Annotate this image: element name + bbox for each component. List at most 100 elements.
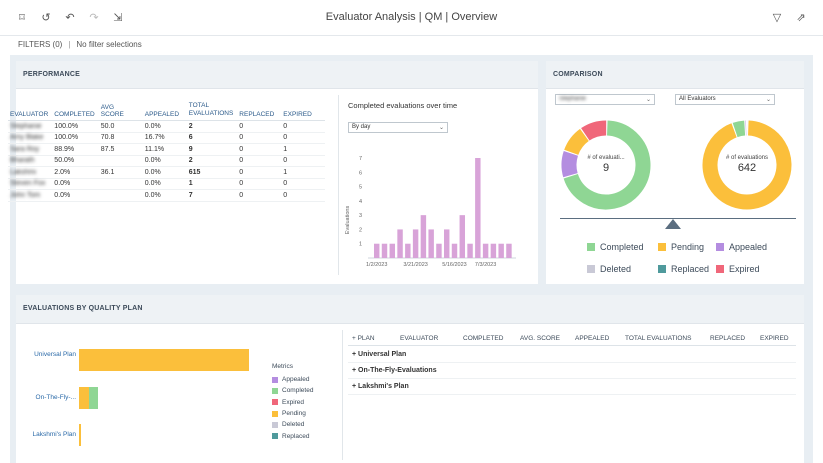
metric-legend-item[interactable]: Completed	[272, 385, 313, 396]
plan-bar-completed[interactable]	[89, 387, 98, 409]
cell-appealed: 11.1%	[142, 143, 187, 156]
donut-slice-completed[interactable]	[732, 120, 746, 138]
cell-avg-score: 36.1	[98, 166, 143, 179]
right-evaluator-select[interactable]: All Evaluators ⌄	[675, 94, 775, 105]
legend-item-expired[interactable]: Expired	[716, 264, 760, 274]
plan-col-appealed[interactable]: APPEALED	[575, 335, 610, 342]
col-evaluator[interactable]: EVALUATOR	[8, 102, 53, 121]
time-bar[interactable]	[444, 229, 450, 258]
time-bar[interactable]	[374, 243, 380, 258]
time-bar[interactable]	[420, 215, 427, 258]
performance-title: PERFORMANCE	[23, 71, 81, 78]
donut-slice-appealed[interactable]	[561, 151, 579, 178]
metric-swatch	[272, 410, 278, 417]
plan-col-avg-score[interactable]: AVG. SCORE	[520, 335, 560, 342]
time-bar[interactable]	[498, 243, 504, 258]
cell-avg-score	[98, 189, 143, 202]
time-bar[interactable]	[428, 229, 434, 258]
metric-legend-item[interactable]: Deleted	[272, 419, 313, 430]
time-bar[interactable]	[381, 243, 388, 258]
time-bar[interactable]	[482, 243, 489, 258]
chevron-down-icon: ⌄	[438, 125, 444, 131]
cell-replaced: 0	[237, 189, 282, 202]
time-bar[interactable]	[451, 243, 458, 258]
time-bar[interactable]	[490, 243, 497, 258]
plan-col-replaced[interactable]: REPLACED	[710, 335, 746, 342]
cell-evaluator[interactable]: Steven Fox	[8, 178, 53, 190]
legend-label: Deleted	[600, 264, 632, 274]
toolbar-left: ⌑ ↺ ↶ ↷ ⇲	[16, 12, 124, 24]
plan-bar-pending[interactable]	[79, 387, 90, 409]
metric-legend-item[interactable]: Replaced	[272, 430, 313, 441]
col-appealed[interactable]: APPEALED	[142, 102, 187, 121]
plan-col-evaluator[interactable]: EVALUATOR	[400, 335, 439, 342]
redo-icon[interactable]: ↷	[89, 11, 99, 24]
col-completed[interactable]: COMPLETED	[52, 102, 99, 121]
time-bar[interactable]	[475, 158, 481, 258]
time-bar[interactable]	[459, 215, 465, 258]
export-icon[interactable]: ⇲	[113, 11, 123, 24]
history-icon[interactable]: ↺	[41, 11, 51, 24]
metric-legend-item[interactable]: Appealed	[272, 374, 313, 385]
plan-row-on-the-fly[interactable]: + On-The-Fly-Evaluations	[348, 363, 796, 379]
legend-item-replaced[interactable]: Replaced	[658, 264, 709, 274]
filters-label[interactable]: FILTERS (0)	[18, 40, 63, 49]
bookmark-icon[interactable]: ⌑	[19, 11, 25, 24]
time-bar[interactable]	[397, 229, 403, 258]
legend-item-completed[interactable]: Completed	[587, 242, 644, 252]
cell-evaluator[interactable]: Sara Roy	[8, 143, 53, 156]
y-tick-label: 5	[359, 185, 362, 191]
cell-replaced: 0	[237, 166, 282, 179]
time-bar[interactable]	[412, 229, 419, 258]
donut-slice-completed[interactable]	[563, 120, 651, 210]
plan-bar-pending[interactable]	[79, 424, 81, 446]
plan-bar-label[interactable]: Lakshmi's Plan	[32, 431, 76, 438]
y-tick-label: 4	[359, 199, 362, 205]
cell-evaluator[interactable]: Stephanie	[8, 120, 53, 133]
legend-item-deleted[interactable]: Deleted	[587, 264, 631, 274]
metric-legend-item[interactable]: Pending	[272, 408, 313, 419]
time-bar[interactable]	[506, 243, 512, 258]
plan-col-total-evaluations[interactable]: TOTAL EVALUATIONS	[625, 335, 692, 342]
metric-legend-item[interactable]: Expired	[272, 397, 313, 408]
cell-evaluator[interactable]: Bharath	[8, 155, 53, 167]
legend-item-pending[interactable]: Pending	[658, 242, 704, 252]
chevron-down-icon: ⌄	[765, 97, 771, 103]
plan-col-plan[interactable]: + PLAN	[352, 335, 375, 342]
metric-label: Completed	[282, 387, 314, 395]
cell-avg-score: 87.5	[98, 143, 143, 156]
cell-evaluator[interactable]: Lakshmi	[8, 166, 53, 179]
filter-icon[interactable]: ▽	[772, 11, 782, 24]
plan-row-universal[interactable]: + Universal Plan	[348, 347, 796, 363]
plan-bar-pending[interactable]	[79, 349, 249, 371]
undo-icon[interactable]: ↶	[65, 11, 75, 24]
cell-evaluator[interactable]: John Tom	[8, 189, 53, 202]
time-bar[interactable]	[467, 243, 473, 258]
time-bar[interactable]	[436, 243, 442, 258]
time-bar[interactable]	[389, 243, 395, 258]
cell-avg-score	[98, 178, 143, 190]
table-row: John Tom 0.0% 0.0% 7 0 0	[8, 189, 326, 202]
plan-bar-label[interactable]: Universal Plan	[34, 351, 76, 358]
col-avg-score[interactable]: AVG SCORE	[98, 102, 143, 121]
over-time-chart-title: Completed evaluations over time	[348, 101, 458, 110]
legend-item-appealed[interactable]: Appealed	[716, 242, 767, 252]
plan-col-expired[interactable]: EXPIRED	[760, 335, 789, 342]
col-replaced[interactable]: REPLACED	[237, 102, 282, 121]
cell-total: 1	[186, 178, 238, 190]
col-total-evaluations[interactable]: TOTAL EVALUATIONS	[186, 102, 238, 121]
donut-slice-pending[interactable]	[702, 120, 792, 210]
plan-bar-label[interactable]: On-The-Fly-...	[35, 394, 76, 401]
plan-row-lakshmi[interactable]: + Lakshmi's Plan	[348, 379, 796, 395]
col-expired[interactable]: EXPIRED	[281, 102, 326, 121]
comparison-header: COMPARISON	[546, 61, 804, 89]
time-bar[interactable]	[405, 243, 411, 258]
period-select[interactable]: By day ⌄	[348, 122, 448, 133]
plan-col-completed[interactable]: COMPLETED	[463, 335, 504, 342]
cell-evaluator[interactable]: Amy Blake	[8, 132, 53, 144]
donut-slice-expired[interactable]	[581, 120, 607, 141]
donut-slice-pending[interactable]	[564, 128, 590, 156]
left-evaluator-select[interactable]: Stephanie ⌄	[555, 94, 655, 105]
share-icon[interactable]: ⇗	[796, 11, 806, 24]
cell-expired: 0	[281, 132, 326, 144]
